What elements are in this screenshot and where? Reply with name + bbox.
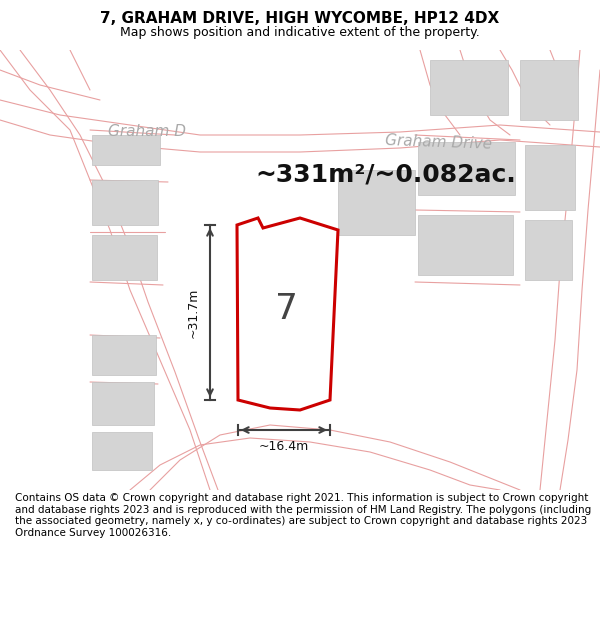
Polygon shape xyxy=(92,180,158,225)
Polygon shape xyxy=(430,60,508,115)
Polygon shape xyxy=(92,432,152,470)
Polygon shape xyxy=(525,145,575,210)
Text: ~331m²/~0.082ac.: ~331m²/~0.082ac. xyxy=(255,163,516,187)
Text: 7, GRAHAM DRIVE, HIGH WYCOMBE, HP12 4DX: 7, GRAHAM DRIVE, HIGH WYCOMBE, HP12 4DX xyxy=(100,11,500,26)
Text: 7: 7 xyxy=(275,292,298,326)
Text: Contains OS data © Crown copyright and database right 2021. This information is : Contains OS data © Crown copyright and d… xyxy=(15,493,591,538)
Polygon shape xyxy=(520,60,578,120)
Text: ~31.7m: ~31.7m xyxy=(187,288,200,338)
Polygon shape xyxy=(92,135,160,165)
Polygon shape xyxy=(92,382,154,425)
Text: Graham Drive: Graham Drive xyxy=(385,132,493,151)
Polygon shape xyxy=(92,235,157,280)
Text: Map shows position and indicative extent of the property.: Map shows position and indicative extent… xyxy=(120,26,480,39)
Polygon shape xyxy=(92,335,156,375)
Polygon shape xyxy=(525,220,572,280)
Polygon shape xyxy=(418,215,513,275)
Polygon shape xyxy=(237,218,338,410)
Polygon shape xyxy=(418,142,515,195)
Polygon shape xyxy=(338,170,415,235)
Text: ~16.4m: ~16.4m xyxy=(259,440,309,453)
Text: Graham D: Graham D xyxy=(108,124,186,139)
